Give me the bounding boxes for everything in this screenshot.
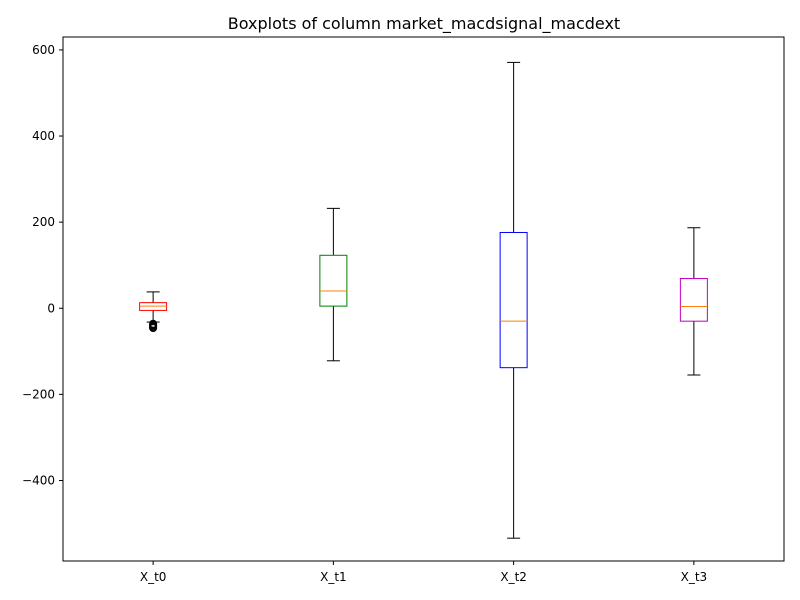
y-axis: −400 −200 0 200 400 600 — [22, 43, 63, 487]
y-tick-label: 600 — [32, 43, 55, 57]
x-tick-label: X_t2 — [500, 570, 527, 584]
box — [679, 278, 708, 322]
chart-title: Boxplots of column market_macdsignal_mac… — [228, 14, 620, 34]
x-tick-label: X_t3 — [681, 570, 708, 584]
y-tick-label: 400 — [32, 129, 55, 143]
y-tick-label: 200 — [32, 215, 55, 229]
box — [319, 254, 348, 307]
x-tick-label: X_t1 — [320, 570, 347, 584]
y-tick-label: −400 — [22, 473, 55, 487]
plot-marks — [139, 61, 708, 539]
plot-area — [63, 37, 784, 561]
x-tick-label: X_t0 — [140, 570, 167, 584]
outlier-point — [149, 324, 158, 333]
box — [499, 231, 528, 369]
x-axis: X_t0 X_t1 X_t2 X_t3 — [140, 561, 707, 584]
y-tick-label: −200 — [22, 387, 55, 401]
plot-frame — [62, 36, 785, 562]
y-tick-label: 0 — [47, 301, 55, 315]
